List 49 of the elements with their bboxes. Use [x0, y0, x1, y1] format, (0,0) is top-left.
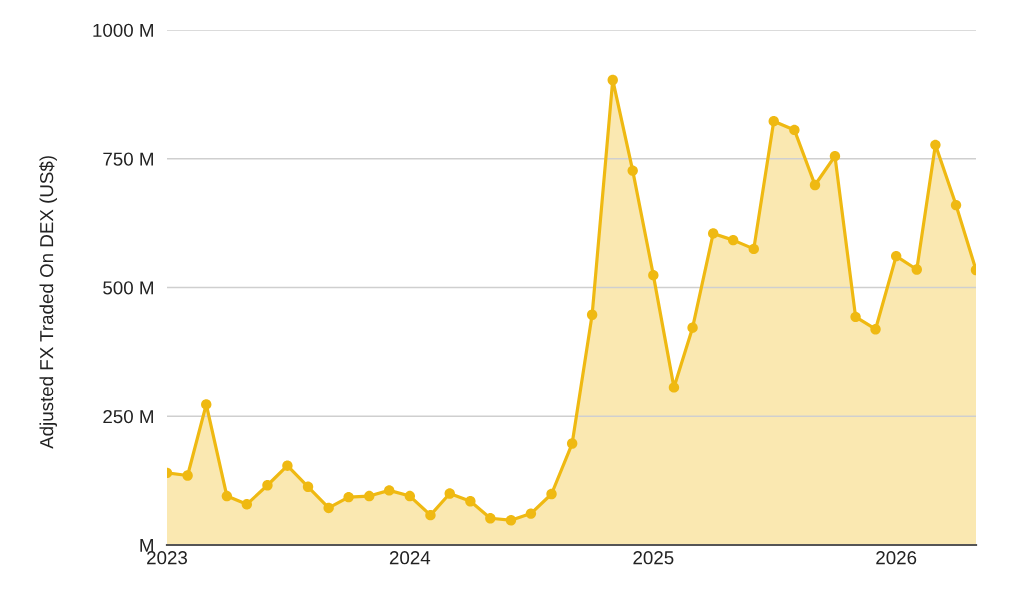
point [930, 139, 941, 151]
point [221, 490, 233, 502]
point [566, 438, 578, 449]
point [911, 264, 922, 275]
x-tick-label: 2024 [389, 551, 431, 565]
point [687, 322, 698, 333]
point [182, 470, 193, 481]
point [505, 515, 517, 526]
point [485, 513, 496, 524]
point [525, 508, 537, 519]
point [890, 250, 902, 262]
y-tick-label: 750 M [103, 152, 153, 166]
x-tick-label: 2026 [876, 551, 917, 565]
y-tick-label: 1000 M [93, 23, 153, 37]
point [586, 309, 598, 320]
point [829, 150, 841, 162]
point [748, 243, 759, 255]
point [627, 165, 638, 176]
point [950, 199, 962, 211]
point [444, 488, 455, 499]
point [323, 502, 334, 514]
point [201, 399, 212, 410]
x-tick-label: 2023 [147, 551, 188, 565]
point [282, 460, 293, 471]
point [384, 485, 395, 496]
point [648, 269, 659, 281]
point [465, 496, 476, 507]
point [343, 491, 354, 503]
point [708, 228, 719, 239]
point [809, 179, 821, 191]
y-tick-label: 500 M [103, 281, 153, 295]
point [241, 499, 253, 510]
y-tick-label: 250 M [103, 409, 153, 424]
point [302, 481, 314, 493]
point [727, 234, 739, 246]
point [850, 311, 861, 323]
point [870, 324, 881, 335]
y-axis-title: Adjusted FX Traded On DEX (US$) [39, 156, 57, 449]
point [768, 115, 779, 127]
point [546, 488, 557, 500]
y-tick-label: M [140, 538, 153, 552]
point [404, 490, 416, 502]
point [364, 490, 375, 502]
point [668, 382, 680, 393]
point [262, 480, 273, 491]
point [607, 74, 618, 86]
point [425, 509, 436, 521]
x-tick-label: 2025 [633, 551, 674, 565]
point [789, 124, 800, 136]
